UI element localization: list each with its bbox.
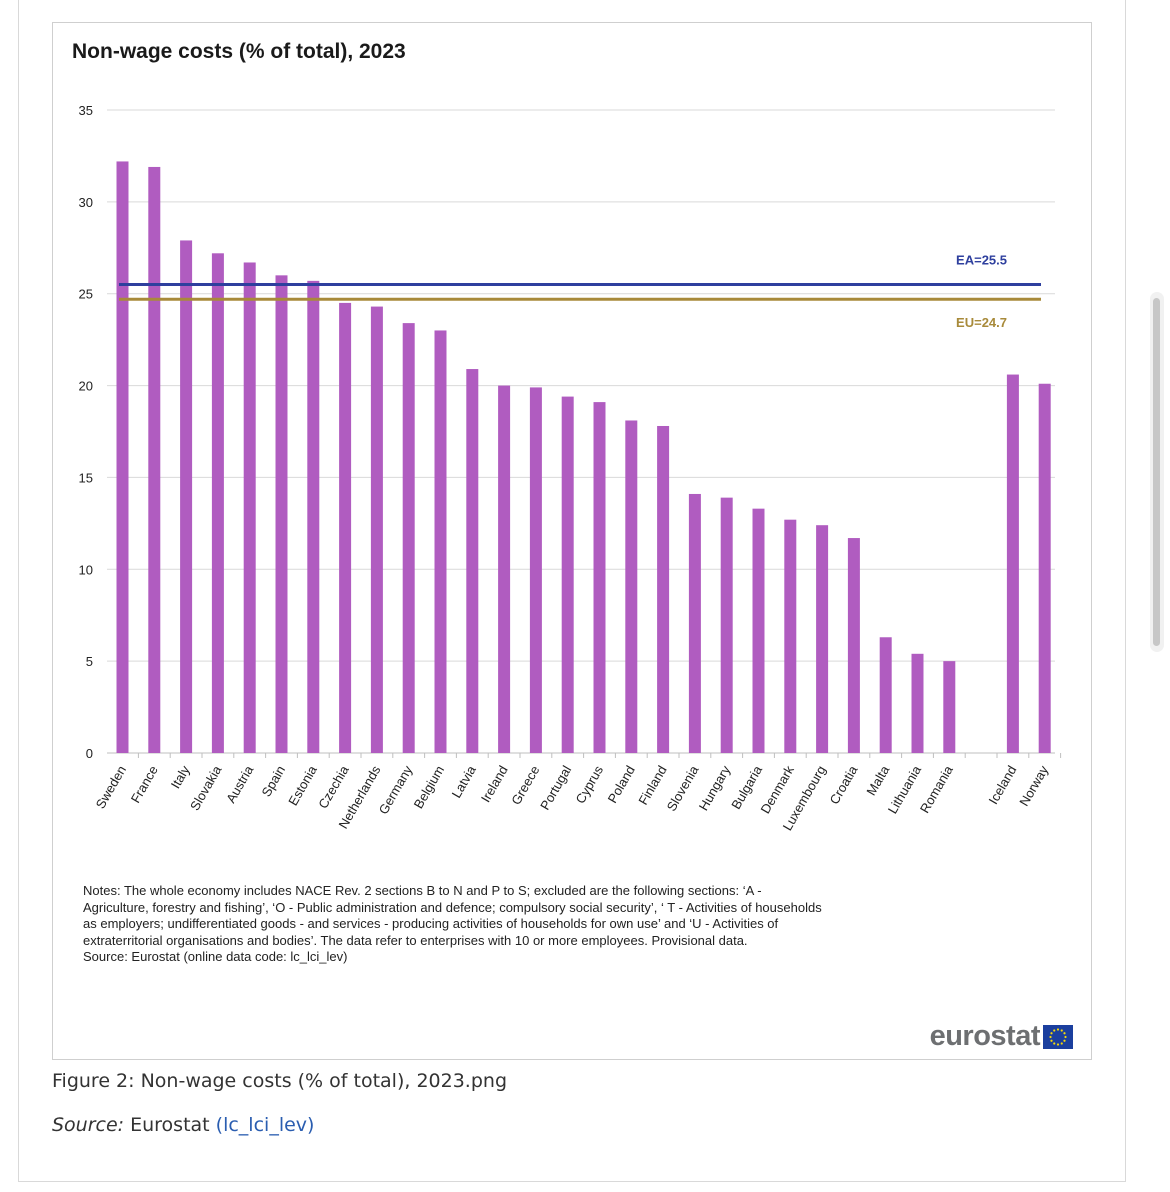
eu-star [1060,1041,1063,1045]
bar-germany [402,323,415,753]
eurostat-logo: eurostat [930,1020,1073,1053]
x-tick-label: Croatia [827,762,861,806]
bar-finland [657,425,670,753]
bar-latvia [466,369,479,753]
x-tick-label: Italy [168,763,193,792]
eu-star [1063,1039,1066,1042]
reference-label-eu: EU=24.7 [956,315,1007,330]
source-text: Eurostat [124,1114,216,1136]
bar-estonia [307,280,320,753]
bar-poland [625,420,638,753]
eu-star [1053,1041,1056,1045]
x-tick-label: Hungary [696,763,734,813]
source-label: Source: [52,1114,125,1136]
y-tick-label: 15 [79,470,93,485]
bar-italy [180,240,193,754]
x-tick-label: Greece [508,763,542,807]
eu-star [1053,1028,1056,1032]
eu-star [1063,1031,1066,1034]
y-tick-label: 5 [86,654,93,669]
figure-caption: Figure 2: Non-wage costs (% of total), 2… [52,1070,507,1092]
x-tick-label: Slovakia [187,762,225,813]
x-tick-label: Belgium [411,763,447,811]
bar-sweden [116,161,129,753]
x-tick-label: Latvia [449,762,480,800]
bar-croatia [847,538,860,753]
x-tick-label: Norway [1016,763,1051,809]
scrollbar-thumb[interactable] [1153,298,1160,646]
eu-flag-icon [1043,1024,1073,1049]
chart-figure: 0 5 10 15 20 25 30 35 Sweden France Italy Slovakia A… [52,22,1092,1060]
bar-slovenia [688,493,701,753]
x-tick-label: Estonia [285,762,320,808]
x-tick-label: Finland [635,763,669,807]
notes-line: Source: Eurostat (online data code: lc_l… [83,949,348,965]
x-tick-label: Spain [258,763,288,799]
bar-slovakia [211,253,224,753]
bar-belgium [434,330,447,753]
bar-bulgaria [752,508,765,753]
x-tick-label: Sweden [93,763,129,811]
eu-star [1064,1035,1067,1038]
bar-romania [943,661,956,753]
x-tick-label: Austria [223,762,257,805]
x-tick-label: Poland [605,763,638,806]
bar-malta [879,637,892,753]
y-tick-label: 35 [79,103,93,118]
eu-star [1049,1035,1052,1038]
bar-portugal [561,396,574,753]
bar-iceland [1006,374,1019,753]
y-tick-label: 25 [79,287,93,302]
bar-hungary [720,497,733,753]
figure-source: Source: Eurostat (lc_lci_lev) [52,1114,314,1136]
notes-line: as employers; undifferentiated goods - a… [83,916,779,932]
x-tick-label: France [128,763,161,806]
eu-star [1056,1042,1060,1046]
notes-line: Agriculture, forestry and fishing’, ‘O -… [83,899,822,915]
chart-notes: Notes: The whole economy includes NACE R… [83,883,923,966]
reference-label-ea: EA=25.5 [956,253,1007,268]
bar-spain [275,275,288,753]
x-tick-label: Malta [863,762,892,798]
source-link[interactable]: (lc_lci_lev) [215,1114,315,1136]
notes-line: extraterritorial organisations and bodie… [83,932,748,948]
bar-lithuania [911,653,924,753]
eu-star [1060,1028,1063,1032]
x-tick-label: Ireland [478,763,511,805]
bar-greece [529,387,542,753]
bar-cyprus [593,402,606,753]
bar-czechia [339,302,352,753]
bar-austria [243,262,256,753]
notes-line: Notes: The whole economy includes NACE R… [83,883,762,898]
eu-star [1050,1039,1053,1042]
bar-luxembourg [816,525,829,753]
bar-denmark [784,519,797,753]
eu-star [1056,1027,1060,1031]
y-tick-label: 0 [86,746,93,761]
eurostat-logo-text: eurostat [929,1020,1041,1052]
y-tick-label: 20 [79,379,93,394]
x-tick-label: Cyprus [573,763,607,807]
y-tick-label: 10 [79,562,93,577]
x-tick-label: Portugal [537,763,574,813]
bar-netherlands [370,306,383,753]
eu-star [1050,1031,1053,1034]
bar-france [148,166,161,754]
bar-ireland [498,385,511,753]
bar-norway [1038,383,1051,753]
x-tick-label: Iceland [986,763,1020,807]
chart-title: Non-wage costs (% of total), 2023 [72,40,406,63]
y-tick-label: 30 [79,195,93,210]
